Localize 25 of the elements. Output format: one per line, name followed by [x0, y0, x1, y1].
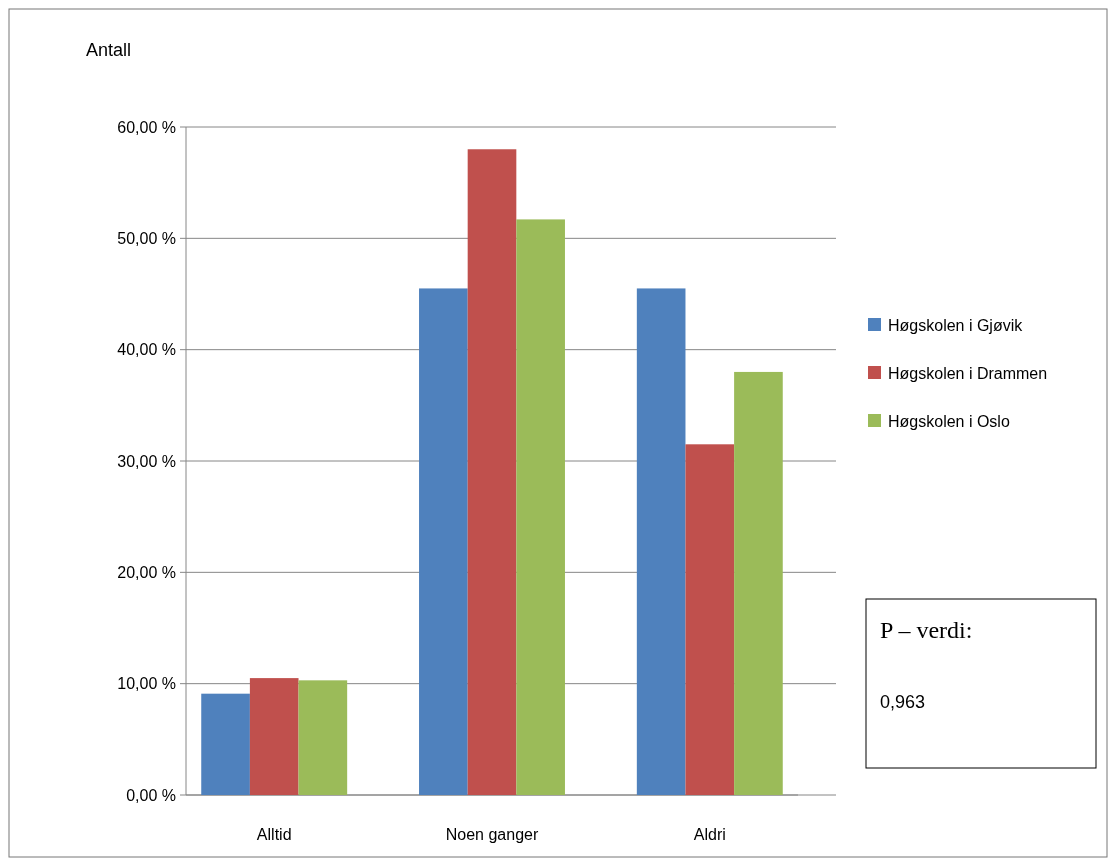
y-tick-label: 30,00 %: [117, 452, 176, 470]
legend-label: Høgskolen i Oslo: [888, 412, 1010, 430]
x-tick-label: Aldri: [693, 826, 726, 843]
y-tick-label: 40,00 %: [117, 341, 176, 359]
y-tick-label: 10,00 %: [117, 675, 176, 693]
text: P – verdi:: [880, 617, 973, 643]
bar: [419, 288, 468, 795]
legend-label: Høgskolen i Drammen: [888, 364, 1048, 382]
bar: [685, 444, 735, 795]
bar: [467, 149, 517, 795]
y-tick-label: 0,00 %: [126, 786, 176, 804]
bar: [201, 693, 250, 795]
bar: [516, 219, 565, 795]
y-tick-label: 20,00 %: [117, 563, 176, 581]
x-tick-label: Alltid: [256, 826, 292, 843]
x-tick-label: Noen ganger: [445, 826, 539, 843]
bar: [249, 678, 299, 795]
y-tick-label: 50,00 %: [117, 229, 176, 247]
text: 0,963: [880, 692, 926, 712]
bar: [636, 288, 686, 795]
bar: [734, 371, 783, 795]
legend-label: Høgskolen i Gjøvik: [888, 316, 1024, 334]
bar: [298, 680, 348, 795]
y-axis-title: Antall: [86, 40, 132, 60]
y-tick-label: 60,00 %: [117, 118, 176, 136]
